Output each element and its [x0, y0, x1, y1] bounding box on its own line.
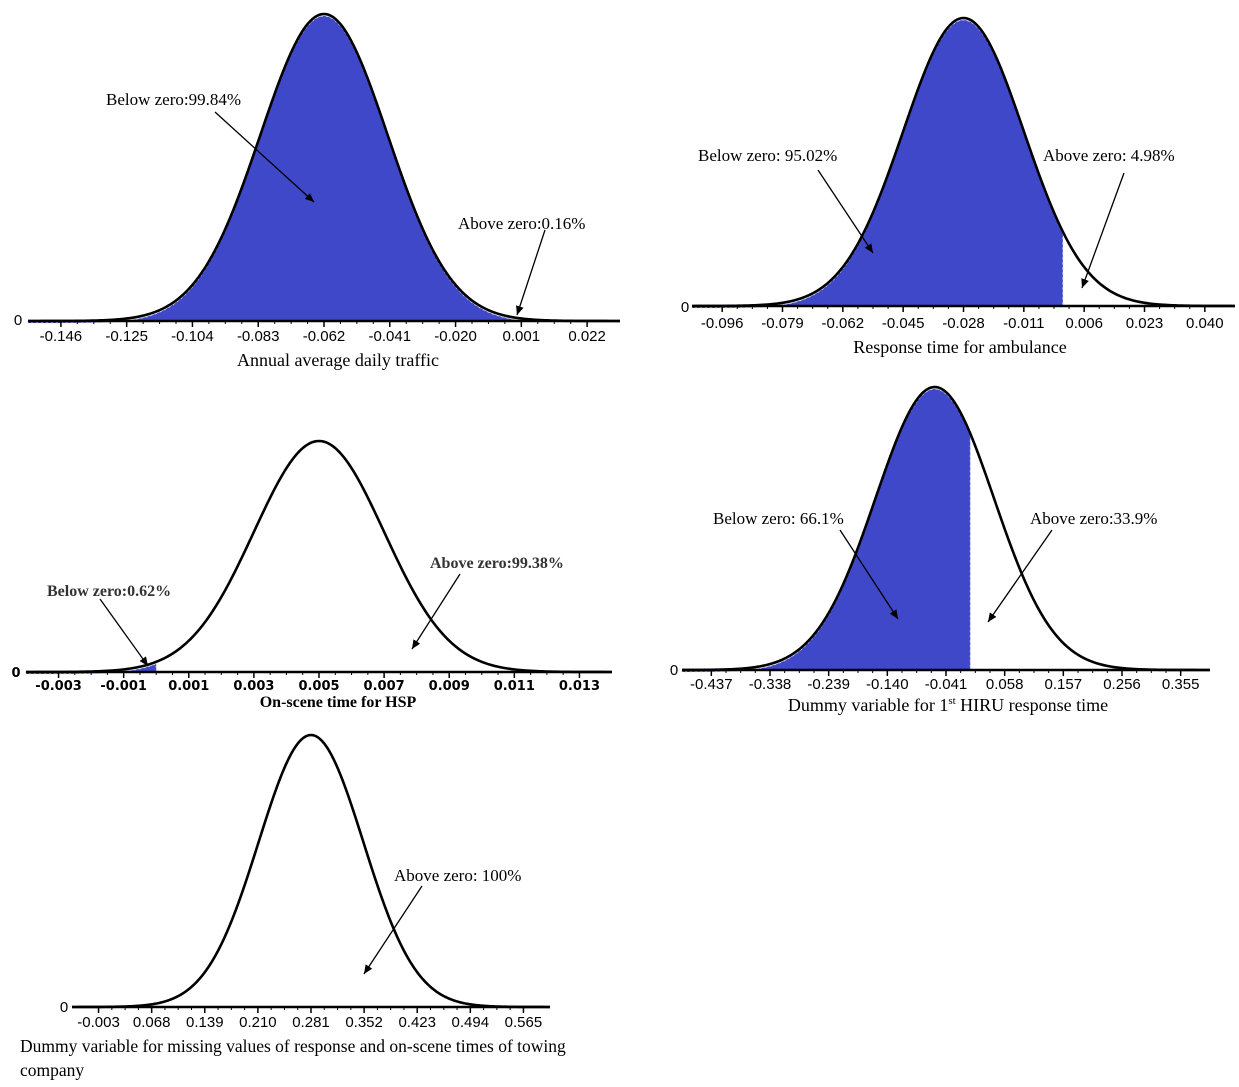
x-tick-label: -0.041 — [925, 676, 968, 693]
below-zero-label: Below zero:99.84% — [106, 90, 241, 109]
density-curve — [72, 733, 550, 1009]
above-zero-label: Above zero:99.38% — [430, 555, 564, 572]
density-curve — [692, 16, 1235, 308]
above-zero-label: Above zero:33.9% — [1030, 509, 1157, 528]
x-tick-label: -0.001 — [100, 679, 147, 694]
x-axis-label: Response time for ambulance — [853, 337, 1066, 357]
x-tick-label: -0.003 — [77, 1014, 120, 1031]
x-tick-label: -0.437 — [690, 676, 733, 693]
x-tick-label: -0.096 — [701, 315, 744, 332]
x-tick-label: 0.005 — [298, 679, 339, 694]
x-tick-label: -0.104 — [171, 328, 214, 345]
x-tick-label: 0.565 — [505, 1014, 543, 1031]
density-curve — [28, 12, 620, 323]
chart-hiru-response-time: -0.437 -0.338 -0.239 -0.140 -0.041 0.058 0.157… — [670, 385, 1210, 715]
x-tick-label: -0.011 — [1003, 315, 1044, 332]
above-zero-arrow — [516, 229, 546, 316]
x-tick-label: 0.011 — [494, 679, 535, 694]
y-zero-label: 0 — [14, 312, 22, 329]
x-axis-label: Dummy variable for missing values of res… — [20, 1036, 566, 1080]
x-tick-label: 0.007 — [364, 679, 405, 694]
y-zero-label: 0 — [670, 662, 678, 679]
x-axis-label-rest: HIRU response time — [956, 695, 1108, 715]
below-zero-arrow — [839, 529, 899, 620]
x-tick-label: 0.040 — [1186, 315, 1224, 332]
x-axis-label: Dummy variable for 1st HIRU response tim… — [788, 695, 1108, 715]
x-tick-label: -0.028 — [942, 315, 985, 332]
x-tick-label: -0.125 — [105, 328, 148, 345]
x-tick-label: 0.003 — [233, 679, 274, 694]
x-tick-label: 0.001 — [168, 679, 209, 694]
x-tick-label: -0.239 — [807, 676, 850, 693]
chart-annual-average-daily-traffic: -0.146 -0.125 -0.104 -0.083 -0.062 -0.041 -0.0… — [14, 12, 620, 370]
density-curve — [681, 385, 1210, 672]
above-zero-label: Above zero: 100% — [394, 866, 521, 885]
below-zero-arrow — [214, 111, 315, 203]
x-axis-label-main: Dummy variable for 1 — [788, 695, 948, 715]
x-tick-label: -0.079 — [761, 315, 804, 332]
x-axis-ticks: -0.437 -0.338 -0.239 -0.140 -0.041 0.058 0.157… — [690, 670, 1199, 693]
x-tick-label: -0.062 — [822, 315, 865, 332]
x-tick-label: 0.423 — [398, 1014, 436, 1031]
below-zero-arrow — [817, 169, 874, 254]
above-zero-label: Above zero: 4.98% — [1043, 146, 1175, 165]
above-zero-arrow — [363, 885, 423, 975]
above-zero-arrow — [1081, 172, 1125, 289]
x-tick-label: 0.068 — [133, 1014, 171, 1031]
x-axis-ticks: -0.146 -0.125 -0.104 -0.083 -0.062 -0.041 -0.0… — [40, 321, 606, 345]
x-tick-label: 0.157 — [1045, 676, 1083, 693]
x-tick-label: -0.338 — [749, 676, 792, 693]
x-tick-label: 0.013 — [559, 679, 600, 694]
chart-towing-company: -0.003 0.068 0.139 0.210 0.281 0.352 0.423 0.49… — [20, 733, 566, 1080]
x-tick-label: 0.281 — [292, 1014, 330, 1031]
x-tick-label: 0.058 — [986, 676, 1024, 693]
y-zero-label: 0 — [11, 666, 20, 681]
x-axis-ticks: -0.003 -0.001 0.001 0.003 0.005 0.007 0.009 0.0… — [35, 672, 600, 694]
y-zero-label: 0 — [681, 299, 689, 316]
above-zero-arrow — [411, 573, 461, 650]
x-tick-label: 0.006 — [1065, 315, 1103, 332]
x-tick-label: 0.001 — [503, 328, 541, 345]
x-tick-label: -0.140 — [866, 676, 909, 693]
below-zero-arrow — [99, 598, 149, 667]
y-zero-label: 0 — [60, 999, 68, 1016]
x-axis-label: On-scene time for HSP — [260, 694, 417, 711]
x-tick-label: 0.023 — [1126, 315, 1164, 332]
x-axis-label: Annual average daily traffic — [237, 350, 439, 370]
x-tick-label: -0.062 — [303, 328, 346, 345]
x-tick-label: 0.139 — [186, 1014, 224, 1031]
x-axis-label-sup: st — [948, 695, 955, 707]
chart-on-scene-time-hsp: -0.003 -0.001 0.001 0.003 0.005 0.007 0.009 0.0… — [11, 439, 612, 711]
x-tick-label: 0.210 — [239, 1014, 277, 1031]
x-axis-label-wrap: Dummy variable for missing values of res… — [20, 1036, 566, 1080]
below-zero-label: Below zero:0.62% — [47, 583, 171, 600]
x-tick-label: 0.352 — [345, 1014, 383, 1031]
density-curve — [26, 439, 612, 674]
x-tick-label: 0.009 — [429, 679, 470, 694]
x-tick-label: 0.494 — [452, 1014, 490, 1031]
chart-response-time-ambulance: -0.096 -0.079 -0.062 -0.045 -0.028 -0.011 0.00… — [681, 16, 1235, 357]
x-tick-label: -0.083 — [237, 328, 280, 345]
x-tick-label: 0.355 — [1162, 676, 1200, 693]
x-axis-ticks: -0.003 0.068 0.139 0.210 0.281 0.352 0.423 0.49… — [77, 1007, 542, 1031]
above-zero-arrow — [987, 529, 1053, 623]
x-tick-label: -0.020 — [434, 328, 477, 345]
x-tick-label: -0.003 — [35, 679, 82, 694]
below-zero-area — [681, 388, 971, 673]
x-axis-ticks: -0.096 -0.079 -0.062 -0.045 -0.028 -0.011 0.00… — [701, 306, 1224, 332]
x-tick-label: -0.041 — [369, 328, 412, 345]
x-tick-label: 0.022 — [568, 328, 606, 345]
below-zero-area — [27, 15, 519, 324]
x-tick-label: -0.045 — [882, 315, 925, 332]
above-zero-label: Above zero:0.16% — [458, 214, 585, 233]
x-tick-label: -0.146 — [40, 328, 83, 345]
below-zero-label: Below zero: 66.1% — [713, 509, 844, 528]
below-zero-label: Below zero: 95.02% — [698, 146, 837, 165]
x-tick-label: 0.256 — [1103, 676, 1141, 693]
